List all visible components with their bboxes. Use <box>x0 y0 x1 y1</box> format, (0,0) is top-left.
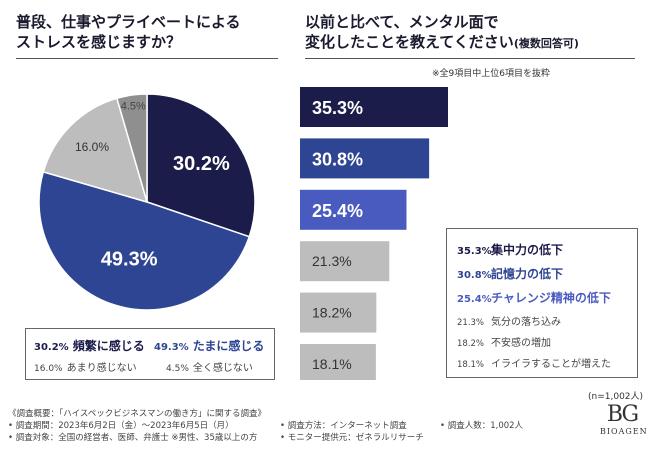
bar-chart: 35.3% 30.8% 25.4% 21.3% 18.2% 18.1% <box>300 87 448 380</box>
bar-label-5: 18.1% <box>312 356 352 372</box>
pie-legend-label-0: 頻繁に感じる <box>72 339 145 353</box>
bar-legend-item-5: 18.1% イライラすることが増えた <box>457 355 611 370</box>
survey-target: • 調査対象：全国の経営者、医師、弁護士 ※男性、35歳以上の方 <box>8 433 258 443</box>
bar-legend-pct-2: 25.4% <box>457 294 492 305</box>
bar-legend-label-3: 気分の落ち込み <box>491 317 561 328</box>
bar-note: ※全9項目中上位6項目を抜粋 <box>432 69 550 79</box>
bar-legend: 35.3%集中力の低下 30.8%記憶力の低下 25.4%チャレンジ精神の低下 … <box>446 228 638 378</box>
pie-legend: 30.2% 頻繁に感じる 49.3% たまに感じる 16.0% あまり感じない 4.5… <box>25 328 275 380</box>
pie-legend-item-2: 16.0% あまり感じない <box>34 359 137 374</box>
bar-legend-label-5: イライラすることが増えた <box>491 359 611 370</box>
bar-title-suffix: (複数回答可) <box>513 37 579 50</box>
pie-legend-pct-2: 16.0% <box>34 364 63 374</box>
bar-legend-pct-3: 21.3% <box>457 318 485 328</box>
logo-mark: BG <box>606 402 639 427</box>
bar-label-3: 21.3% <box>312 253 352 269</box>
sample-size: (n=1,002人) <box>588 392 644 402</box>
pie-legend-label-1: たまに感じる <box>192 339 265 353</box>
survey-period: • 調査期間：2023年6月2日（金）〜2023年6月5日（月） <box>8 421 234 431</box>
pie-title: 普段、仕事やプライベートによる ストレスを感じますか？ <box>16 12 241 52</box>
bar-legend-item-1: 30.8%記憶力の低下 <box>457 265 563 282</box>
pie-legend-pct-0: 30.2% <box>34 342 69 353</box>
bar-legend-pct-5: 18.1% <box>457 360 485 370</box>
pie-slice-label-3: 4.5% <box>121 101 146 113</box>
bar-title: 以前と比べて、メンタル面で 変化したことを教えてください(複数回答可) <box>305 12 579 54</box>
pie-legend-item-0: 30.2% 頻繁に感じる <box>34 337 145 354</box>
pie-slice-label-2: 16.0% <box>75 140 109 154</box>
pie-slice-label-0: 30.2% <box>173 153 230 175</box>
bar-label-2: 25.4% <box>312 201 363 221</box>
survey-title: 《調査概要：「ハイスペックビジネスマンの働き方」に関する調査》 <box>8 409 266 419</box>
pie-slice-label-1: 49.3% <box>101 249 158 271</box>
bioagen-logo: BG BIOAGEN <box>600 402 648 436</box>
pie-title-line1: 普段、仕事やプライベートによる <box>16 13 241 31</box>
bar-label-0: 35.3% <box>312 98 363 118</box>
bar-legend-item-0: 35.3%集中力の低下 <box>457 241 563 258</box>
pie-title-divider <box>16 58 278 59</box>
bar-legend-label-1: 記憶力の低下 <box>491 267 564 281</box>
bar-legend-label-0: 集中力の低下 <box>491 243 564 257</box>
bar-title-line1: 以前と比べて、メンタル面で <box>305 13 499 31</box>
pie-title-line2: ストレスを感じますか？ <box>16 33 182 51</box>
bar-legend-item-3: 21.3% 気分の落ち込み <box>457 313 561 328</box>
bar-legend-pct-0: 35.3% <box>457 246 492 257</box>
bar-title-line2: 変化したことを教えてください <box>305 33 514 51</box>
bar-title-divider <box>305 58 635 59</box>
survey-provider: • モニター提供元：ゼネラルリサーチ <box>280 433 424 443</box>
bar-5 <box>300 344 376 380</box>
bar-legend-label-2: チャレンジ精神の低下 <box>491 291 611 305</box>
pie-legend-label-3: 全く感じない <box>192 363 253 374</box>
pie-slice-3 <box>115 93 148 203</box>
pie-legend-label-2: あまり感じない <box>66 363 137 374</box>
bar-1 <box>300 138 430 179</box>
survey-method: • 調査方法：インターネット調査 <box>280 421 407 431</box>
pie-slice-1 <box>38 170 251 311</box>
bar-4 <box>300 292 377 333</box>
bar-legend-pct-4: 18.2% <box>457 339 485 349</box>
pie-legend-item-3: 4.5% 全く感じない <box>166 359 253 374</box>
bar-label-1: 30.8% <box>312 149 363 169</box>
pie-legend-pct-1: 49.3% <box>154 342 189 353</box>
bar-0 <box>300 87 448 127</box>
pie-slice-0 <box>146 93 256 238</box>
bar-legend-label-4: 不安感の増加 <box>491 338 551 349</box>
pie-slice-2 <box>42 97 149 204</box>
bar-3 <box>300 241 390 282</box>
pie-legend-item-1: 49.3% たまに感じる <box>154 337 264 354</box>
bar-legend-pct-1: 30.8% <box>457 270 492 281</box>
logo-name: BIOAGEN <box>600 427 648 436</box>
bar-legend-item-4: 18.2% 不安感の増加 <box>457 334 551 349</box>
bar-label-4: 18.2% <box>312 305 352 321</box>
survey-count: • 調査人数：1,002人 <box>440 421 524 431</box>
pie-legend-pct-3: 4.5% <box>166 364 189 374</box>
bar-legend-item-2: 25.4%チャレンジ精神の低下 <box>457 289 611 306</box>
pie-chart: 30.2% 49.3% 16.0% 4.5% <box>38 93 256 311</box>
bar-2 <box>300 189 407 230</box>
